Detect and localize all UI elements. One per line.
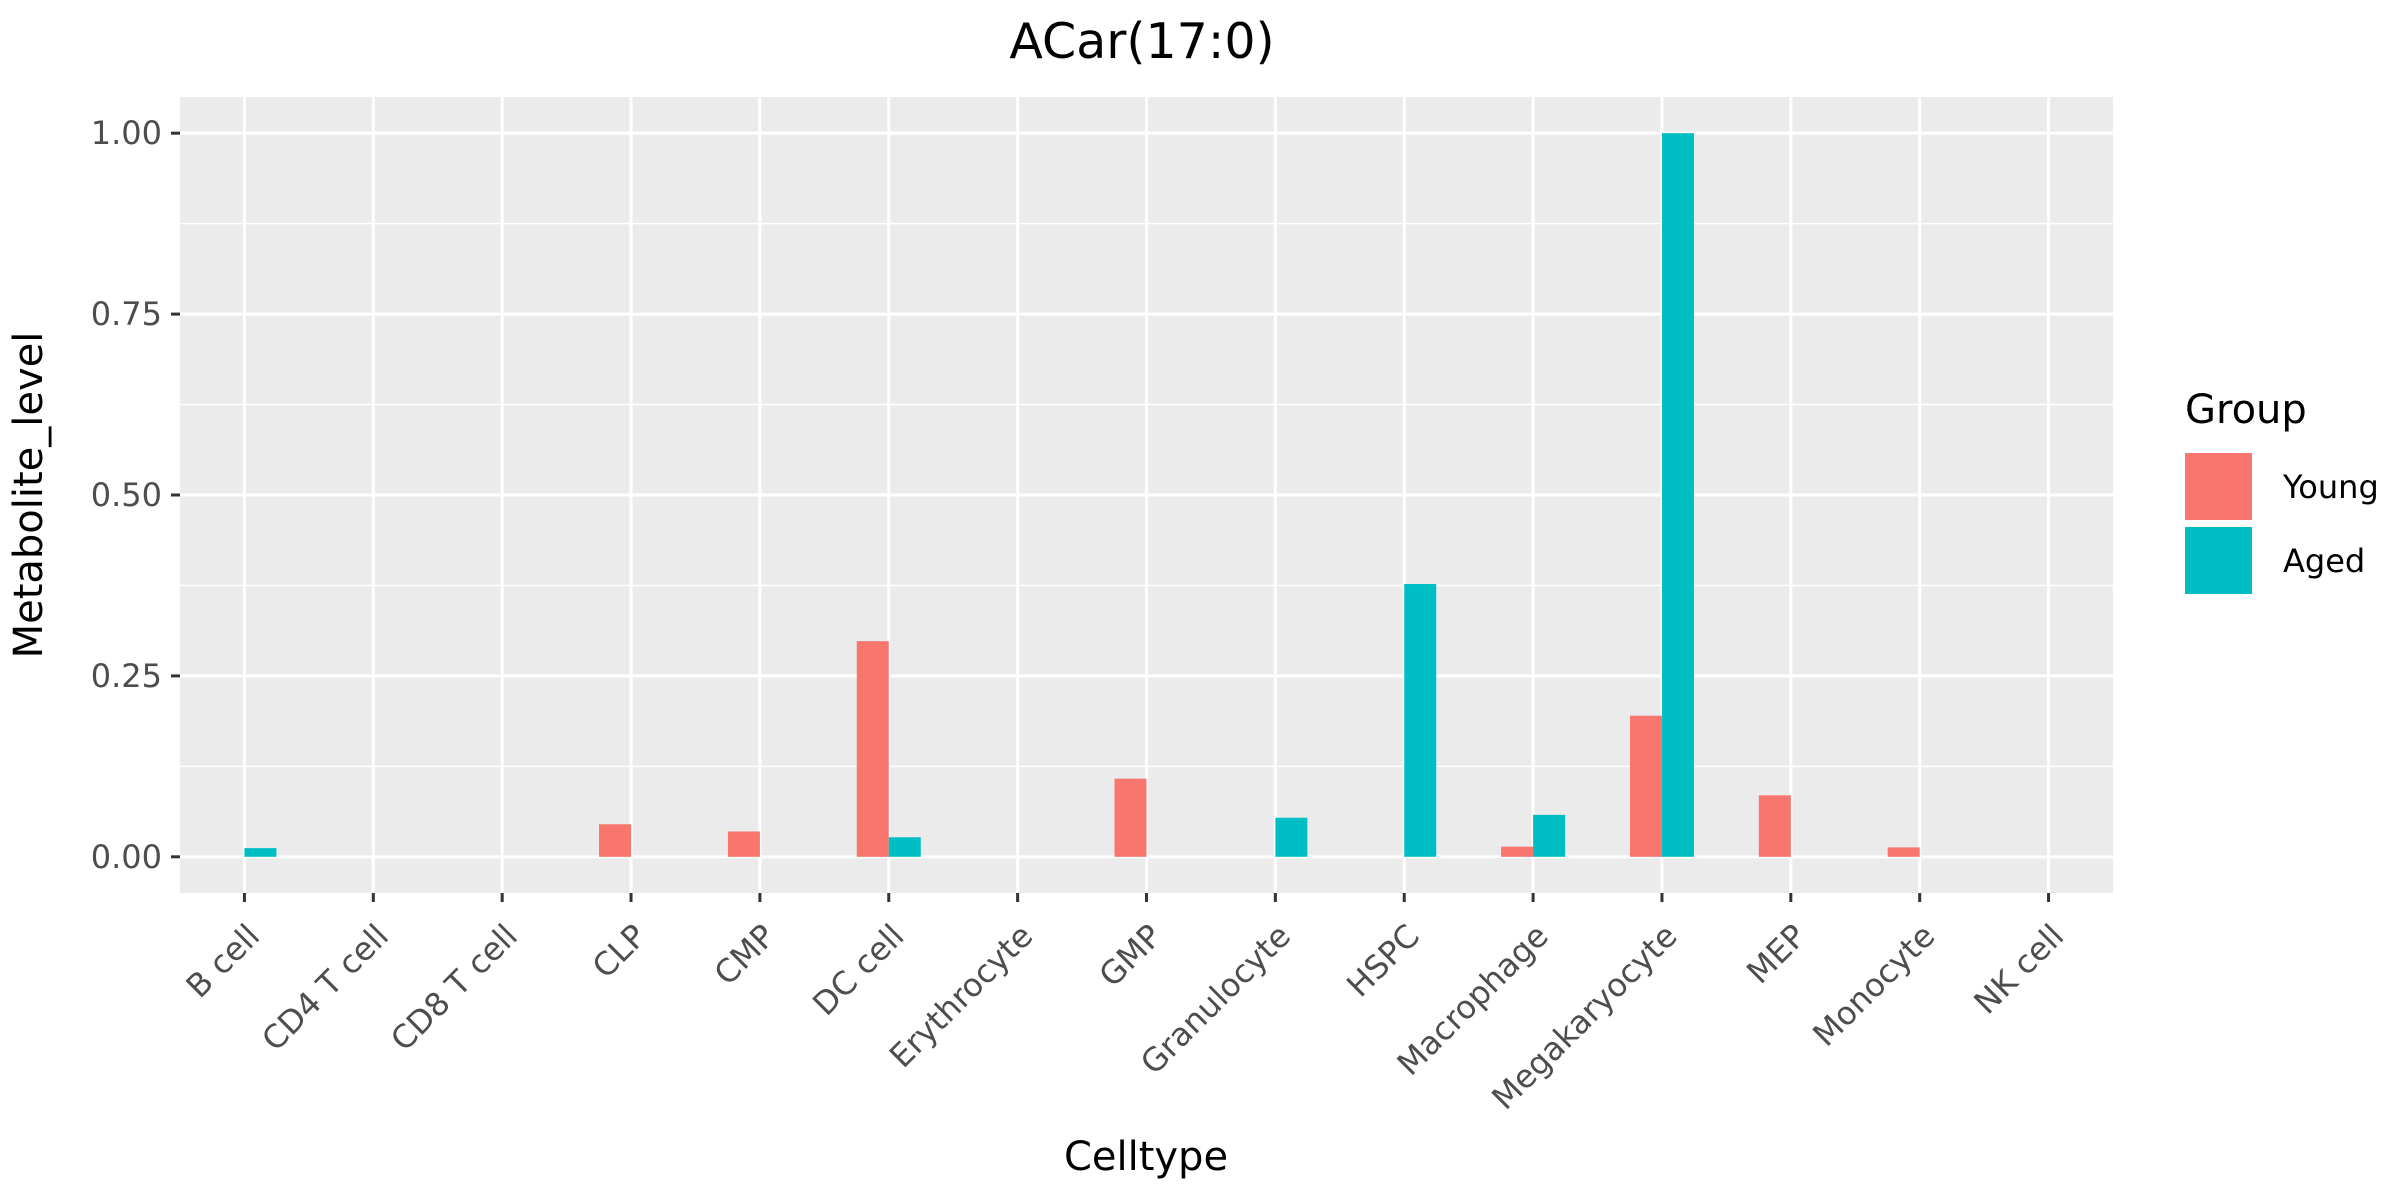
legend-title: Group [2185,387,2307,433]
legend-label-young: Young [2282,468,2379,506]
chart-title: ACar(17:0) [1009,13,1274,70]
y-tick-label: 0.25 [91,657,162,695]
y-axis-title: Metabolite_level [6,332,52,659]
x-tick-label: MEP [1739,917,1813,991]
bar-young-clp [599,824,632,857]
legend-items: Young Aged [2185,453,2379,594]
bar-young-cmp [727,831,760,857]
bar-aged-granulocyte [1275,817,1308,857]
bar-aged-megakaryocyte [1661,133,1694,857]
x-tick-label: CMP [707,917,783,993]
grid-lines [180,97,2113,893]
bar-aged-macrophage [1533,814,1566,857]
legend-swatch-young [2185,453,2252,520]
x-axis-title: Celltype [1064,1134,1228,1180]
y-tick-label: 0.75 [91,295,162,333]
x-tick-label: B cell [179,917,268,1006]
x-tick-label: NK cell [1966,917,2071,1022]
legend: Group Young Aged [2185,387,2379,594]
bar-aged-dc-cell [888,837,921,857]
y-tick-label: 1.00 [91,114,162,152]
legend-label-aged: Aged [2283,542,2365,580]
x-tick-label: GMP [1092,917,1170,995]
bar-young-gmp [1114,778,1147,857]
x-tick-label: DC cell [805,917,911,1023]
legend-swatch-aged [2185,527,2252,594]
y-tick-label: 0.00 [91,838,162,876]
x-tick-label: Monocyte [1805,917,1942,1054]
bar-young-mep [1758,795,1791,857]
bar-layer [244,133,1920,857]
x-tick-label: CLP [585,917,654,986]
x-tick-label: CD4 T cell [254,917,396,1059]
bar-young-dc-cell [856,641,889,857]
bar-young-megakaryocyte [1629,715,1662,857]
bar-young-monocyte [1887,847,1920,857]
bar-aged-b-cell [244,848,277,857]
y-tick-label: 0.50 [91,476,162,514]
bar-aged-hspc [1404,584,1437,857]
x-tick-label: HSPC [1339,917,1427,1005]
x-tick-label: CD8 T cell [383,917,525,1059]
bar-young-macrophage [1501,846,1534,857]
